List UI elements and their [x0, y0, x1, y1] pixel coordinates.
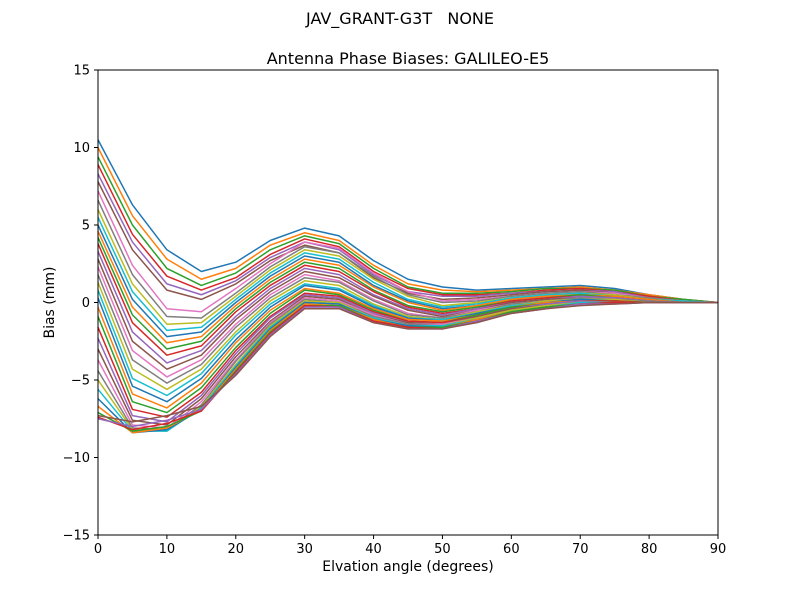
x-tick-label: 10: [159, 542, 176, 557]
x-tick-label: 20: [228, 542, 245, 557]
y-tick-label: −15: [63, 529, 90, 544]
x-tick-label: 50: [434, 542, 451, 557]
x-tick-label: 90: [710, 542, 727, 557]
series-line: [97, 190, 719, 313]
y-tick-label: −10: [63, 451, 90, 466]
x-tick-label: 70: [572, 542, 589, 557]
x-tick-label: 0: [94, 542, 102, 557]
series-line: [97, 292, 718, 418]
series-line: [97, 301, 718, 423]
series-line: [97, 164, 719, 304]
y-tick-label: 15: [73, 64, 90, 79]
y-tick-label: 5: [82, 219, 90, 234]
series-line: [97, 280, 718, 391]
axes-title: Antenna Phase Biases: GALILEO-E5: [266, 49, 550, 68]
x-tick-label: 60: [503, 542, 520, 557]
series-line: [97, 156, 719, 304]
figure-suptitle: JAV_GRANT-G3T NONE: [306, 9, 494, 28]
series-line: [97, 251, 718, 364]
series-line: [97, 230, 718, 344]
y-tick-label: −5: [71, 374, 90, 389]
y-tick-label: 10: [73, 141, 90, 156]
series-line: [97, 301, 718, 431]
y-axis-label: Bias (mm): [42, 266, 58, 339]
y-tick-label: 0: [82, 296, 90, 311]
x-axis-label: Elvation angle (degrees): [322, 559, 494, 575]
x-tick-label: 80: [641, 542, 658, 557]
series-line: [97, 139, 719, 304]
x-tick-label: 30: [296, 542, 313, 557]
x-tick-label: 40: [365, 542, 382, 557]
series-line: [97, 209, 719, 325]
